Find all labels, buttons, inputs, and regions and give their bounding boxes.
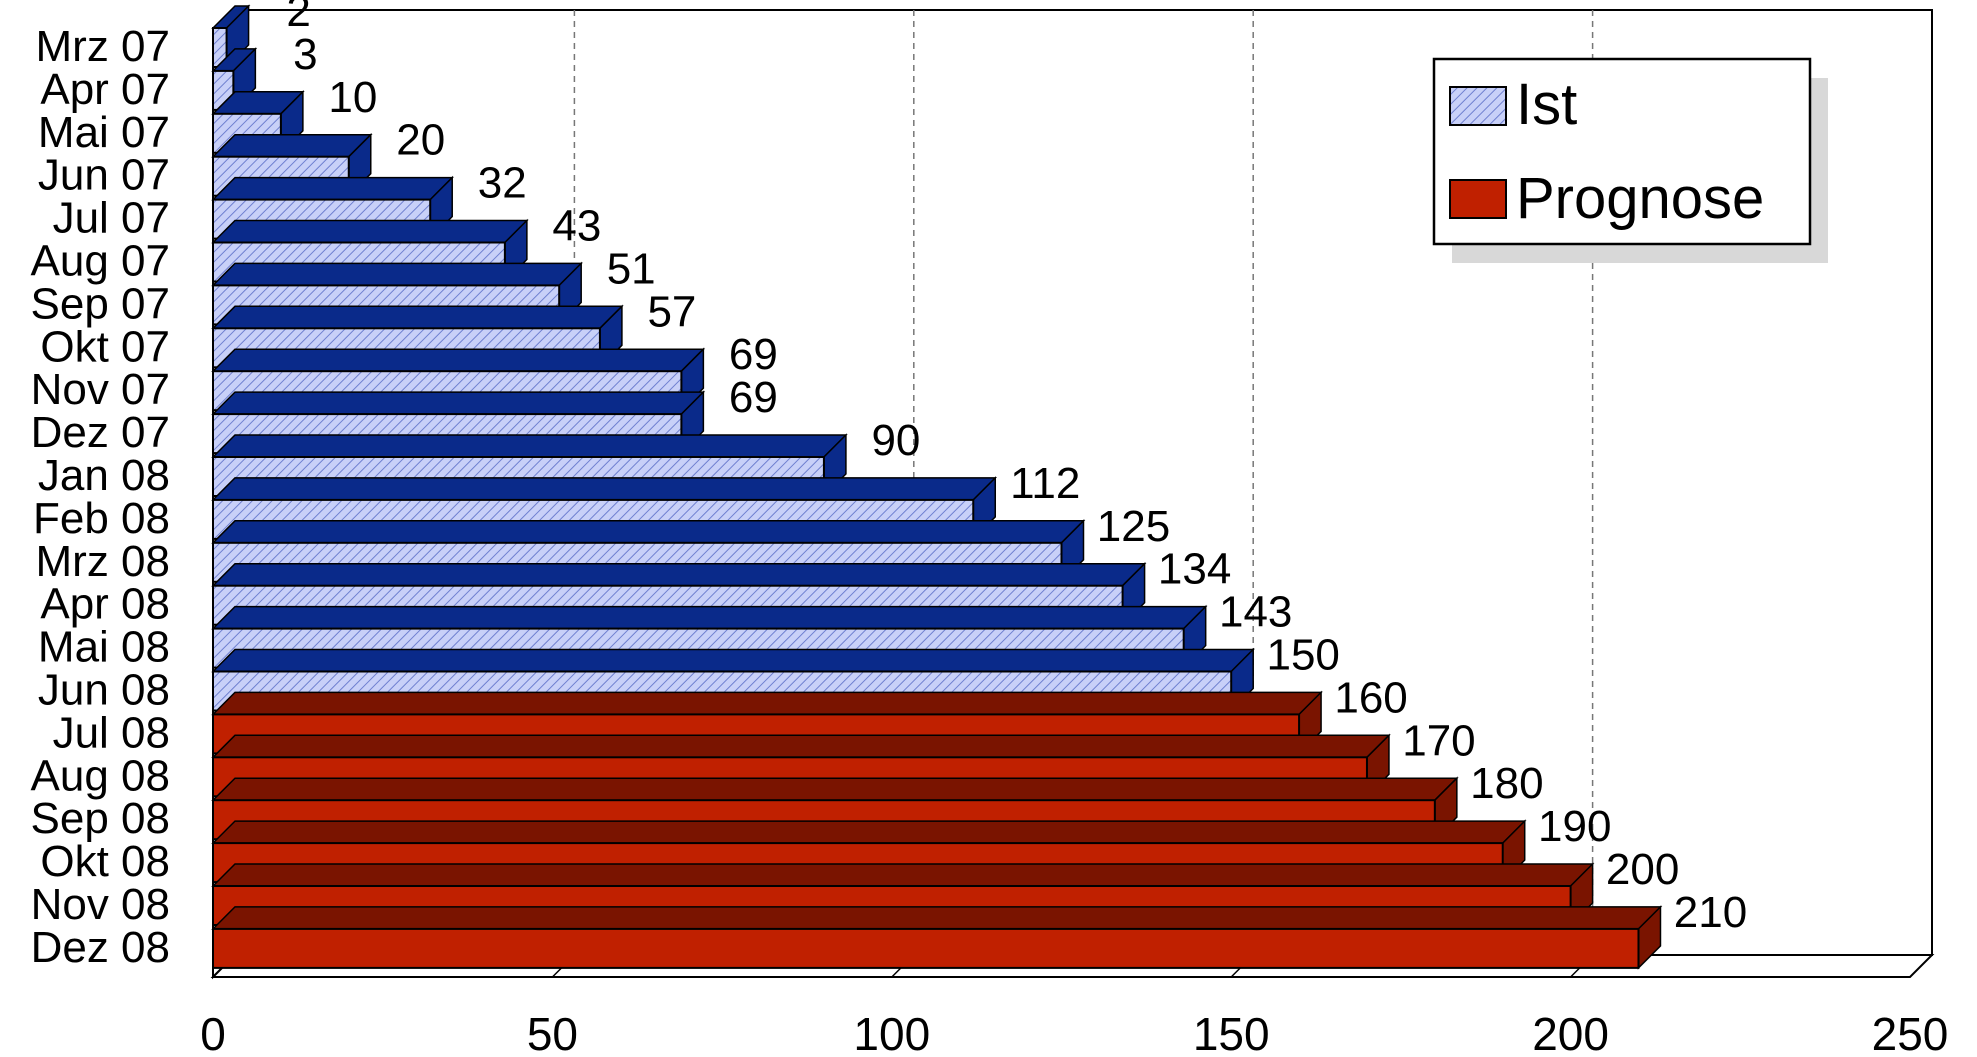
category-label: Jan 08 bbox=[38, 451, 170, 500]
data-label: 200 bbox=[1606, 845, 1679, 894]
x-axis: 0 50 100 150 200 250 bbox=[200, 1008, 1948, 1057]
x-tick-label: 50 bbox=[527, 1008, 578, 1057]
category-label: Mai 07 bbox=[38, 108, 170, 157]
data-label: 2 bbox=[286, 0, 310, 36]
legend-swatch-prognose bbox=[1449, 179, 1507, 219]
category-label: Apr 07 bbox=[40, 65, 170, 114]
x-tick-label: 200 bbox=[1532, 1008, 1609, 1057]
data-label: 3 bbox=[293, 30, 317, 79]
category-label: Sep 08 bbox=[31, 794, 170, 843]
data-label: 32 bbox=[478, 159, 527, 208]
legend-label-ist: Ist bbox=[1516, 72, 1577, 137]
data-label: 43 bbox=[552, 202, 601, 251]
category-label: Aug 08 bbox=[31, 751, 170, 800]
category-label: Nov 07 bbox=[31, 365, 170, 414]
bar-top bbox=[211, 691, 1323, 716]
x-tick-label: 250 bbox=[1872, 1008, 1949, 1057]
legend-swatch-ist bbox=[1449, 86, 1507, 126]
bar-top bbox=[211, 391, 706, 415]
data-label: 90 bbox=[871, 416, 920, 465]
bar-top bbox=[211, 262, 583, 287]
data-label: 134 bbox=[1158, 545, 1231, 594]
category-label: Sep 07 bbox=[31, 279, 170, 328]
bar-top bbox=[211, 820, 1527, 844]
data-label: 20 bbox=[396, 116, 445, 165]
data-label: 170 bbox=[1402, 716, 1475, 765]
bars-group bbox=[211, 4, 1663, 970]
bar-top bbox=[211, 133, 373, 158]
data-label: 180 bbox=[1470, 759, 1543, 808]
category-label: Mrz 07 bbox=[36, 22, 170, 71]
category-label: Dez 08 bbox=[31, 923, 170, 972]
bar-top bbox=[211, 305, 624, 330]
category-label: Nov 08 bbox=[31, 880, 170, 929]
data-label: 69 bbox=[729, 330, 778, 379]
category-label: Aug 07 bbox=[31, 237, 170, 286]
category-label: Dez 07 bbox=[31, 408, 170, 457]
bar-top bbox=[211, 348, 706, 372]
data-label: 143 bbox=[1219, 588, 1292, 637]
category-label: Jun 08 bbox=[38, 666, 170, 715]
legend: Ist Prognose bbox=[1432, 57, 1828, 263]
data-label: 160 bbox=[1334, 673, 1407, 722]
bar-top bbox=[211, 906, 1663, 930]
data-label: 125 bbox=[1097, 502, 1170, 551]
category-label: Mai 08 bbox=[38, 623, 170, 672]
x-tick-label: 150 bbox=[1193, 1008, 1270, 1057]
x-tick-label: 0 bbox=[200, 1008, 226, 1057]
legend-label-prognose: Prognose bbox=[1516, 166, 1764, 231]
bar-dez-08 bbox=[211, 905, 1663, 970]
bar-top bbox=[211, 562, 1147, 587]
bar-aug-07 bbox=[211, 218, 529, 284]
category-label: Jun 07 bbox=[38, 151, 170, 200]
bar-top bbox=[211, 734, 1391, 759]
category-label: Feb 08 bbox=[33, 494, 170, 543]
category-label: Jul 07 bbox=[53, 194, 170, 243]
data-label: 69 bbox=[729, 373, 778, 422]
data-label: 210 bbox=[1674, 888, 1747, 937]
bar-front bbox=[212, 927, 1640, 969]
bar-top bbox=[211, 219, 529, 244]
category-label: Jul 08 bbox=[53, 708, 170, 757]
data-label: 10 bbox=[328, 73, 377, 122]
data-label: 57 bbox=[647, 287, 696, 336]
bar-top bbox=[211, 605, 1208, 630]
data-label: 190 bbox=[1538, 802, 1611, 851]
bar-top bbox=[211, 777, 1459, 801]
bar-top bbox=[211, 648, 1256, 673]
x-tick-label: 100 bbox=[853, 1008, 930, 1057]
category-label: Apr 08 bbox=[40, 580, 170, 629]
category-label: Okt 08 bbox=[40, 837, 170, 886]
data-label: 112 bbox=[1010, 459, 1080, 508]
bar-top bbox=[211, 477, 998, 501]
bar-top bbox=[211, 520, 1086, 544]
bar-top bbox=[211, 176, 455, 201]
data-label: 150 bbox=[1266, 631, 1339, 680]
category-label: Mrz 08 bbox=[36, 537, 170, 586]
bar-top bbox=[211, 863, 1595, 887]
data-label: 51 bbox=[607, 244, 656, 293]
category-label: Okt 07 bbox=[40, 322, 170, 371]
bar-top bbox=[211, 434, 848, 458]
